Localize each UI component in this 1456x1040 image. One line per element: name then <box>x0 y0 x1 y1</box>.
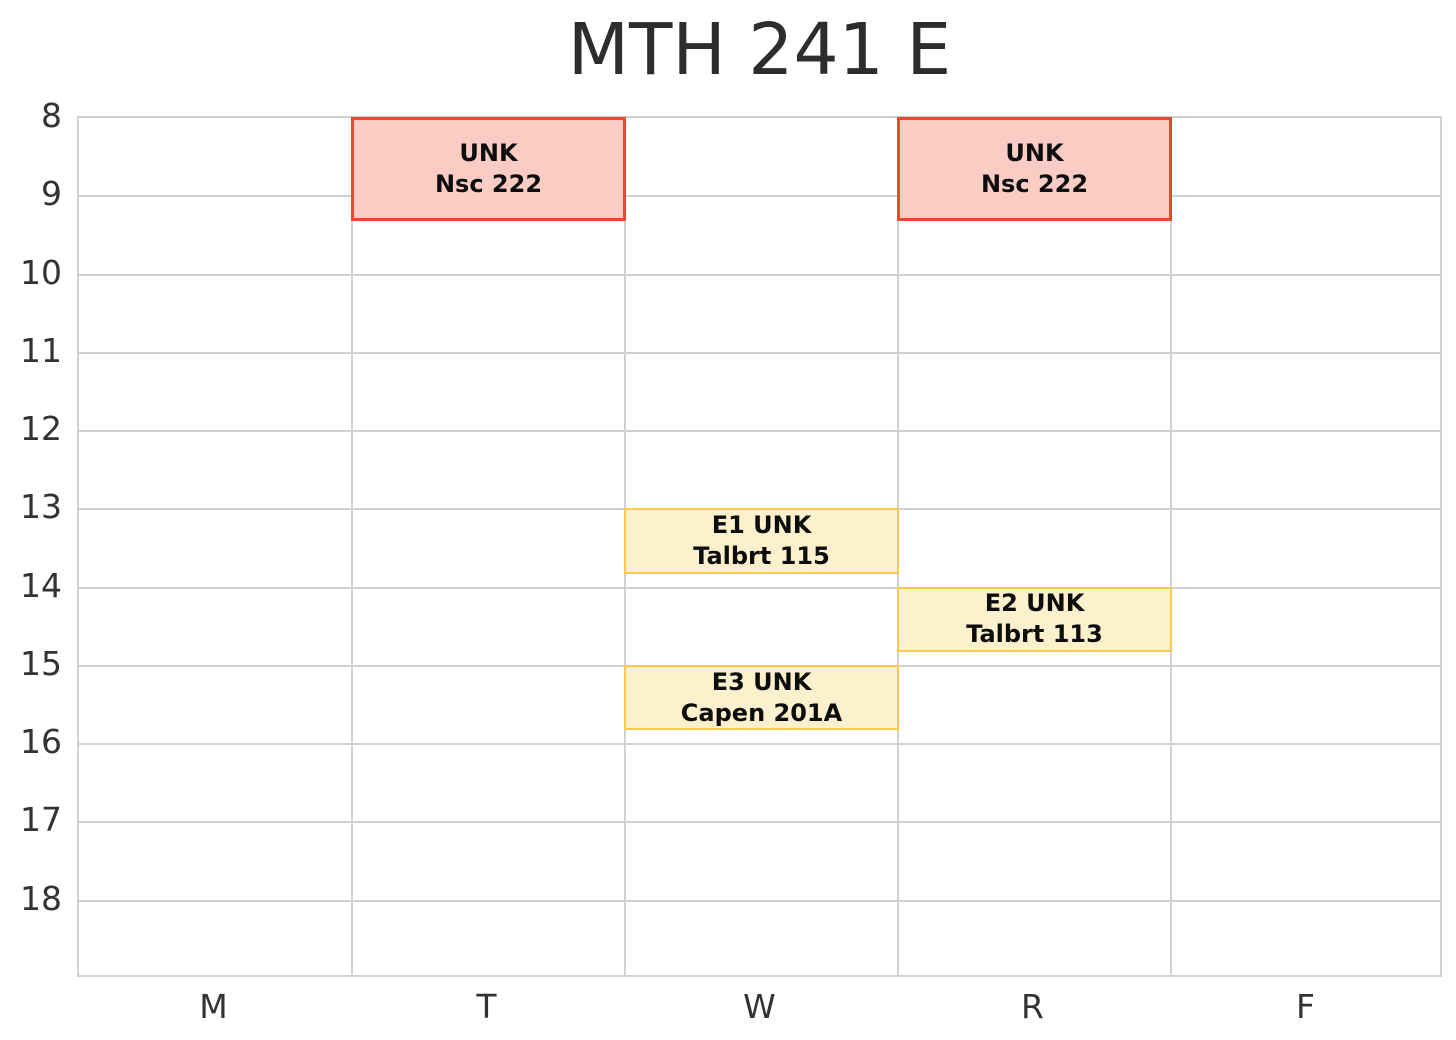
y-tick-label: 13 <box>20 487 62 527</box>
gridline-vertical <box>351 118 353 975</box>
gridline-horizontal <box>79 899 1440 902</box>
x-tick-label-T: T <box>476 987 497 1026</box>
y-tick-label: 10 <box>20 252 62 292</box>
y-tick-label: 18 <box>20 878 62 918</box>
y-tick-label: 8 <box>41 96 62 135</box>
y-tick-label: 15 <box>20 643 62 683</box>
event-block: UNK Nsc 222 <box>897 117 1172 221</box>
event-block: E3 UNK Capen 201A <box>624 664 899 731</box>
event-location: Capen 201A <box>680 698 843 727</box>
x-tick-label-W: W <box>743 987 776 1026</box>
y-tick-label: 16 <box>20 722 62 762</box>
chart-title: MTH 241 E <box>567 8 952 91</box>
event-location: Talbrt 115 <box>693 541 830 570</box>
gridline-horizontal <box>79 586 1440 589</box>
x-tick-label-M: M <box>199 987 228 1026</box>
event-title: E2 UNK <box>984 589 1085 618</box>
plot-area: UNK Nsc 222 UNK Nsc 222 E1 UNK Talbrt 115 E2 U… <box>77 116 1442 977</box>
event-block: UNK Nsc 222 <box>351 117 626 221</box>
event-block: E2 UNK Talbrt 113 <box>897 586 1172 652</box>
y-tick-label: 9 <box>41 174 62 214</box>
gridline-vertical <box>1170 118 1172 975</box>
event-title: UNK <box>459 138 518 167</box>
event-title: UNK <box>1005 138 1064 167</box>
gridline-horizontal <box>79 743 1440 746</box>
y-tick-label: 11 <box>20 330 62 370</box>
event-location: Nsc 222 <box>980 169 1089 198</box>
gridline-horizontal <box>79 821 1440 824</box>
event-title: E1 UNK <box>711 510 812 539</box>
event-location: Talbrt 113 <box>966 620 1103 649</box>
event-block: E1 UNK Talbrt 115 <box>624 508 899 574</box>
gridline-horizontal <box>79 351 1440 354</box>
gridline-horizontal <box>79 430 1440 433</box>
y-tick-label: 14 <box>20 565 62 605</box>
x-tick-label-R: R <box>1021 987 1044 1026</box>
event-title: E3 UNK <box>711 667 812 696</box>
x-tick-label-F: F <box>1296 987 1315 1026</box>
y-tick-label: 17 <box>20 800 62 840</box>
gridline-horizontal <box>79 195 1440 198</box>
gridline-horizontal <box>79 273 1440 276</box>
event-location: Nsc 222 <box>434 169 543 198</box>
y-tick-label: 12 <box>20 409 62 449</box>
